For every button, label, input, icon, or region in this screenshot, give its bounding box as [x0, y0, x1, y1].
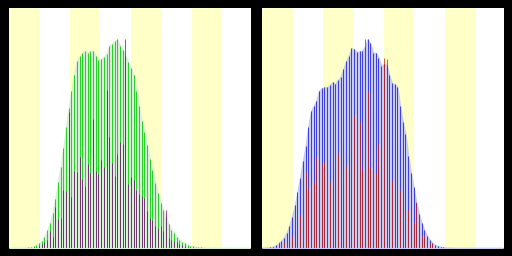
Bar	[40, 8, 70, 248]
Bar	[262, 8, 293, 248]
Bar	[9, 8, 40, 248]
Bar	[100, 8, 131, 248]
Bar	[252, 8, 283, 248]
Bar	[131, 8, 161, 248]
Bar	[475, 8, 505, 248]
Bar	[323, 8, 353, 248]
Bar	[444, 8, 475, 248]
Bar	[505, 8, 512, 248]
Bar	[384, 8, 414, 248]
Bar	[222, 8, 252, 248]
Bar	[293, 8, 323, 248]
Bar	[414, 8, 444, 248]
Bar	[70, 8, 100, 248]
Bar	[161, 8, 191, 248]
Bar	[191, 8, 222, 248]
Bar	[353, 8, 384, 248]
